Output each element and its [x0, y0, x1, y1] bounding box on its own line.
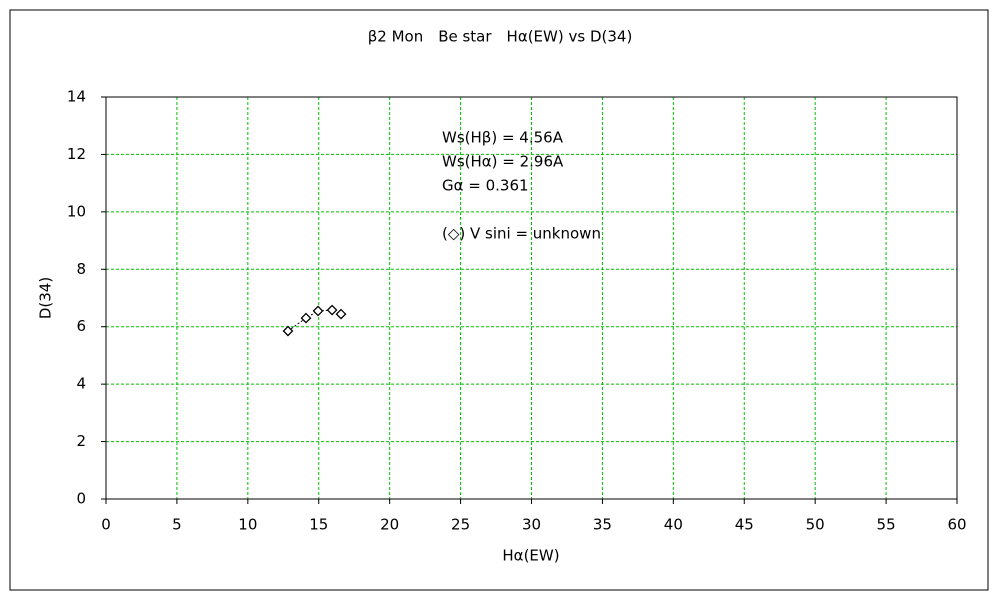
x-tick-label: 55: [877, 516, 896, 534]
chart-frame: [9, 9, 989, 591]
x-tick-label: 40: [664, 516, 683, 534]
annotation: Ws(Hβ) = 4.56A: [442, 129, 564, 147]
data-point: [282, 325, 294, 337]
x-tick-label: 20: [380, 516, 399, 534]
y-tick-label: 6: [76, 317, 86, 335]
y-axis-label: D(34): [37, 277, 55, 319]
x-axis-label: Hα(EW): [502, 547, 559, 565]
annotation: (◇) V sini = unknown: [442, 225, 601, 243]
y-tick-label: 10: [67, 202, 86, 220]
x-tick-label: 50: [806, 516, 825, 534]
annotation: Gα = 0.361: [442, 177, 529, 195]
x-tick-label: 60: [947, 516, 966, 534]
y-tick-label: 14: [67, 88, 86, 106]
x-tick-label: 10: [238, 516, 257, 534]
chart-title: β2 Mon Be star Hα(EW) vs D(34): [368, 28, 633, 46]
x-tick-label: 30: [522, 516, 541, 534]
plot-area: [105, 96, 958, 500]
data-point: [326, 304, 338, 316]
data-point: [312, 305, 324, 317]
data-point: [300, 312, 312, 324]
x-tick-label: 35: [593, 516, 612, 534]
x-tick-label: 45: [735, 516, 754, 534]
y-tick-label: 4: [76, 375, 86, 393]
y-tick-label: 0: [76, 490, 86, 508]
annotation: Ws(Hα) = 2.96A: [442, 153, 564, 171]
data-point: [335, 308, 347, 320]
x-tick-label: 25: [451, 516, 470, 534]
x-tick-label: 5: [172, 516, 182, 534]
x-tick-label: 15: [309, 516, 328, 534]
x-tick-label: 0: [101, 516, 111, 534]
y-tick-label: 2: [76, 432, 86, 450]
y-tick-label: 12: [67, 145, 86, 163]
y-tick-label: 8: [76, 260, 86, 278]
